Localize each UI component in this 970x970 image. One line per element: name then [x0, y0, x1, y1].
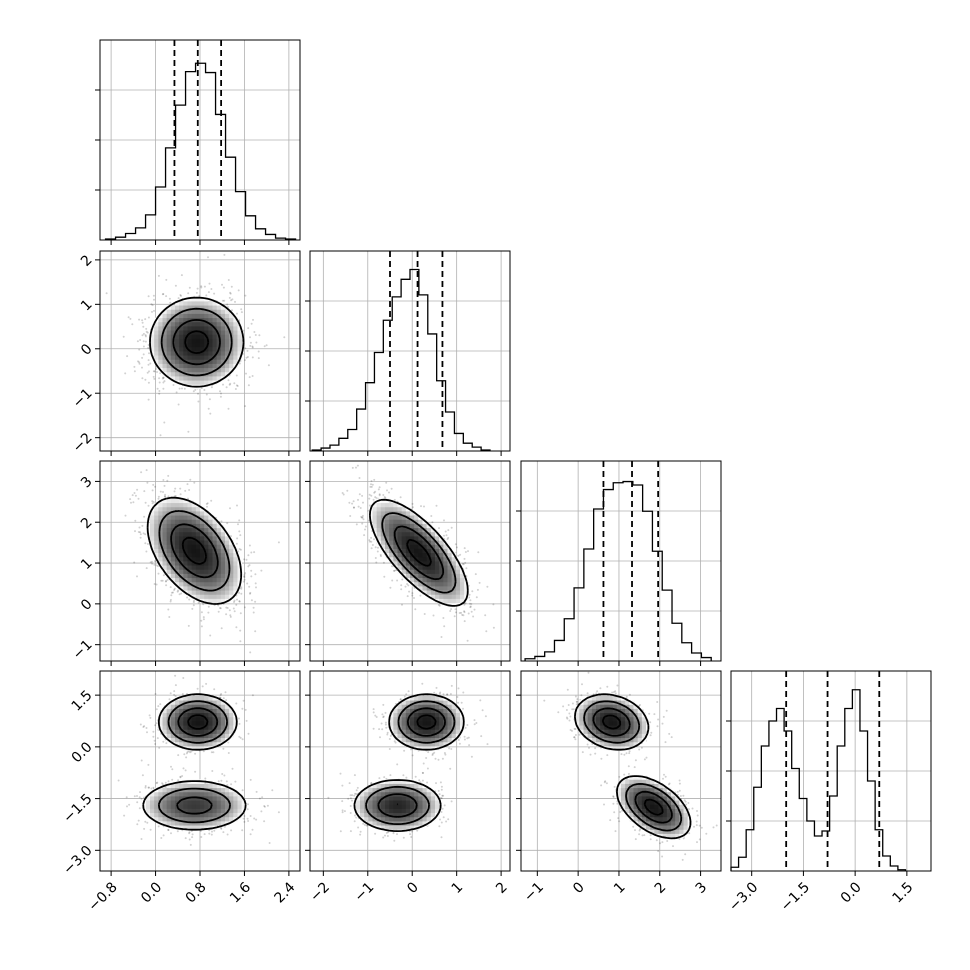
scatter-panel-0-1: −2 −1 0 1 2: [70, 250, 301, 456]
histogram-step: [311, 268, 491, 451]
scatter-panel-2-3: −1 0 1 2 3: [516, 670, 722, 905]
panel-frame: [520, 670, 722, 872]
histogram-step: [730, 689, 907, 871]
y-tick-label: −1.5: [60, 791, 95, 826]
x-tick-label: 3: [693, 879, 711, 897]
histogram-panel-0: [95, 39, 301, 245]
contour-lines: [369, 498, 469, 607]
histogram-step: [524, 480, 712, 661]
y-tick-label: −1: [70, 386, 96, 412]
x-tick-label: −2: [307, 879, 333, 905]
grid-lines: [521, 461, 721, 661]
x-tick-label: 0.0: [838, 879, 865, 906]
x-tick-label: −1.5: [778, 879, 813, 914]
density-shading: [145, 498, 243, 604]
y-tick-label: 2: [78, 515, 96, 533]
contour-level: [369, 498, 469, 607]
scatter-panel-1-3: −2 −1 0 1 2: [305, 670, 511, 905]
contour-level: [184, 330, 210, 354]
contour-lines: [574, 693, 692, 840]
contour-level: [365, 700, 456, 825]
x-tick-label: 0.0: [138, 879, 165, 906]
x-tick-label: 0: [570, 879, 588, 897]
contour-level: [601, 714, 664, 816]
y-tick-label: 3: [78, 474, 96, 492]
panel-frame: [99, 39, 301, 241]
x-tick-label: 2: [493, 879, 511, 897]
y-tick-label: 1: [78, 297, 96, 315]
x-tick-label: 2.4: [271, 879, 298, 906]
y-tick-label: −2: [70, 430, 96, 456]
grid-lines: [100, 251, 300, 451]
panel-frame: [309, 250, 511, 452]
scatter-points: [543, 671, 718, 861]
y-tick-label: 2: [78, 252, 96, 270]
contour-level: [176, 707, 219, 815]
x-tick-label: 0: [404, 879, 422, 897]
histogram-panel-2: [516, 460, 722, 666]
contour-level: [158, 510, 231, 592]
y-tick-label: 0: [78, 596, 96, 614]
y-tick-label: −1: [70, 637, 96, 663]
x-tick-label: −0.8: [85, 879, 120, 914]
panel-frame: [99, 670, 301, 872]
contour-level: [149, 296, 245, 388]
contour-level: [406, 538, 432, 567]
panel-frame: [520, 460, 722, 662]
contour-level: [170, 523, 219, 579]
contour-lines: [149, 296, 245, 388]
contour-level: [142, 693, 247, 831]
contour-level: [353, 693, 465, 832]
y-tick-label: 1.5: [69, 687, 96, 714]
x-tick-label: 1: [611, 879, 629, 897]
panel-frame: [309, 670, 511, 872]
contour-level: [381, 512, 457, 594]
contour-level: [187, 714, 209, 730]
contour-level: [574, 693, 692, 840]
contour-level: [393, 525, 445, 581]
grid-lines: [310, 251, 510, 451]
contour-level: [396, 714, 437, 806]
contour-lines: [146, 496, 243, 605]
contour-level: [181, 536, 207, 565]
x-tick-label: 1.5: [889, 879, 916, 906]
panel-frame: [99, 250, 301, 452]
contour-level: [160, 307, 233, 377]
panel-frame: [99, 460, 301, 662]
panel-frame: [309, 460, 511, 662]
x-tick-label: −3.0: [726, 879, 761, 914]
y-tick-label: −3.0: [60, 843, 95, 878]
contour-lines: [142, 693, 247, 831]
contour-lines: [353, 693, 465, 832]
histogram-panel-1: [305, 250, 511, 456]
contour-level: [146, 496, 243, 605]
y-tick-label: 1: [78, 555, 96, 573]
panel-frame: [730, 670, 932, 872]
x-tick-label: −1: [521, 879, 547, 905]
grid-lines: [731, 671, 931, 871]
contour-level: [583, 700, 683, 832]
y-tick-label: 0.0: [69, 739, 96, 766]
contour-level: [172, 319, 221, 366]
scatter-panel-0-2: −1 0 1 2 3: [70, 460, 301, 666]
histogram-panel-3: −3.0 −1.5 0.0 1.5: [726, 670, 932, 915]
x-tick-label: 0.8: [183, 879, 210, 906]
x-tick-label: 1: [449, 879, 467, 897]
contour-level: [377, 707, 446, 818]
x-tick-label: 2: [652, 879, 670, 897]
x-tick-label: 1.6: [227, 879, 254, 906]
scatter-panel-0-3: −0.8 0.0 0.8 1.6 2.4 −3.0 −1.5 0.0 1.5: [60, 670, 301, 915]
contour-level: [157, 700, 231, 824]
x-tick-label: −1: [352, 879, 378, 905]
histogram-step: [104, 62, 297, 240]
y-tick-label: 0: [78, 341, 96, 359]
contour-level: [592, 707, 673, 824]
grid-lines: [100, 40, 300, 240]
scatter-panel-1-2: [305, 460, 511, 666]
